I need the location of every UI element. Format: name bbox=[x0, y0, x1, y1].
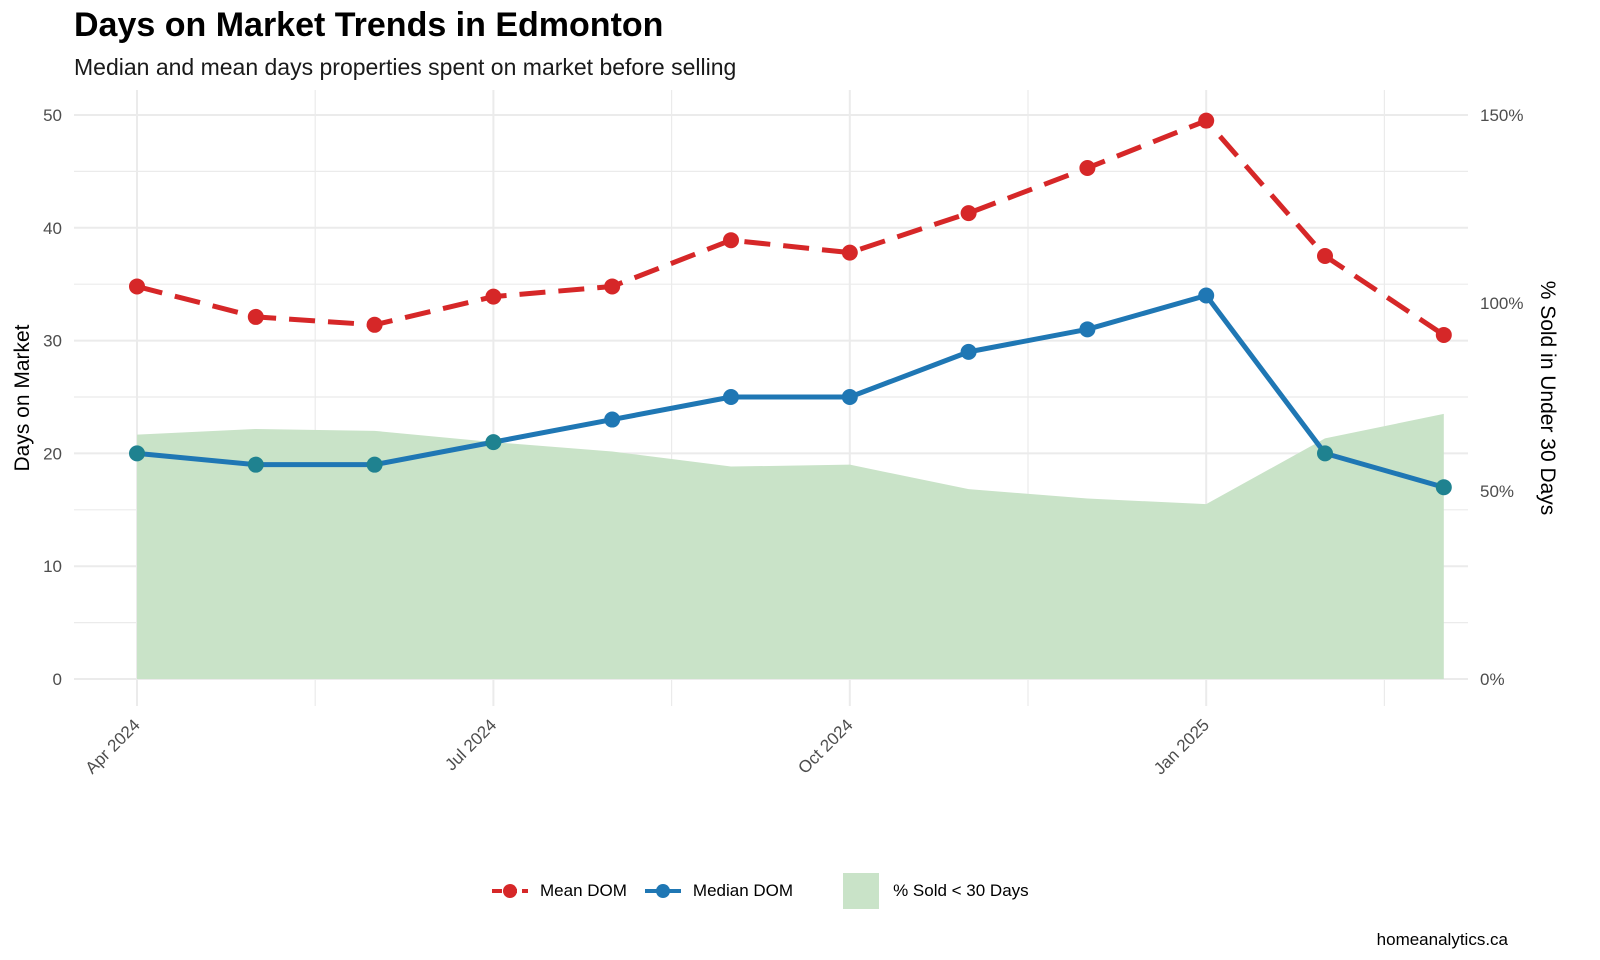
legend-item-mean: Mean DOM bbox=[490, 881, 627, 901]
median-dom-point bbox=[129, 445, 145, 462]
mean-dom-point bbox=[1198, 112, 1215, 129]
x-tick-label: Apr 2024 bbox=[82, 715, 144, 777]
legend-item-median: Median DOM bbox=[643, 881, 793, 901]
median-dom-point bbox=[366, 456, 383, 473]
chart-subtitle: Median and mean days properties spent on… bbox=[74, 54, 737, 80]
y2-axis-title: % Sold in Under 30 Days bbox=[1536, 281, 1559, 516]
y2-tick-label: 150% bbox=[1480, 106, 1523, 125]
y-tick-label: 20 bbox=[43, 444, 62, 463]
mean-dom-point bbox=[841, 244, 858, 261]
median-dom-line bbox=[136, 292, 1445, 490]
median-dom-point bbox=[1198, 287, 1215, 304]
caption: homeanalytics.ca bbox=[1376, 930, 1508, 949]
data-points bbox=[129, 112, 1452, 496]
legend-label-area: % Sold < 30 Days bbox=[893, 881, 1029, 900]
y-tick-label: 10 bbox=[43, 557, 62, 576]
median-dom-point bbox=[1317, 445, 1333, 462]
median-dom-point bbox=[247, 456, 264, 473]
mean-dom-point bbox=[1079, 160, 1096, 177]
line-series bbox=[136, 118, 1446, 490]
y-axis-title: Days on Market bbox=[11, 324, 34, 471]
x-tick-label: Jan 2025 bbox=[1150, 715, 1213, 778]
y2-tick-label: 0% bbox=[1480, 670, 1505, 689]
legend-label-mean: Mean DOM bbox=[540, 881, 627, 900]
area-series bbox=[137, 413, 1444, 679]
mean-dom-point bbox=[247, 308, 264, 325]
y2-tick-label: 50% bbox=[1480, 482, 1514, 501]
y-tick-label: 0 bbox=[53, 670, 62, 689]
legend: Mean DOM Median DOM % Sold < 30 Days bbox=[490, 870, 1045, 912]
y-tick-label: 50 bbox=[43, 106, 62, 125]
mean-dom-point bbox=[960, 205, 977, 222]
y2-tick-label: 100% bbox=[1480, 294, 1523, 313]
y-tick-label: 30 bbox=[43, 332, 62, 351]
median-dom-point bbox=[723, 389, 739, 405]
median-dom-point bbox=[1435, 479, 1452, 496]
x-tick-label: Jul 2024 bbox=[441, 715, 500, 774]
chart-title: Days on Market Trends in Edmonton bbox=[74, 6, 664, 44]
median-dom-point bbox=[604, 411, 621, 428]
median-dom-point bbox=[485, 434, 502, 451]
mean-dom-point bbox=[604, 278, 621, 295]
median-dom-point bbox=[960, 343, 977, 360]
area-sold-under-30 bbox=[137, 413, 1444, 679]
mean-dom-line bbox=[136, 118, 1446, 338]
median-dom-point bbox=[841, 389, 858, 405]
legend-item-area: % Sold < 30 Days bbox=[843, 873, 1029, 909]
y-tick-label: 40 bbox=[43, 219, 62, 238]
median-dom-point bbox=[1079, 321, 1096, 338]
mean-dom-point bbox=[129, 278, 145, 295]
mean-dom-point bbox=[723, 232, 739, 249]
mean-dom-point bbox=[366, 316, 383, 333]
area-key-icon bbox=[843, 873, 880, 909]
mean-dom-point bbox=[485, 288, 502, 305]
median-line-key-icon bbox=[644, 884, 681, 898]
legend-label-median: Median DOM bbox=[692, 881, 794, 900]
mean-line-key-icon bbox=[492, 884, 528, 898]
x-tick-label: Oct 2024 bbox=[794, 715, 856, 777]
mean-dom-point bbox=[1435, 326, 1452, 343]
mean-dom-point bbox=[1317, 248, 1333, 264]
